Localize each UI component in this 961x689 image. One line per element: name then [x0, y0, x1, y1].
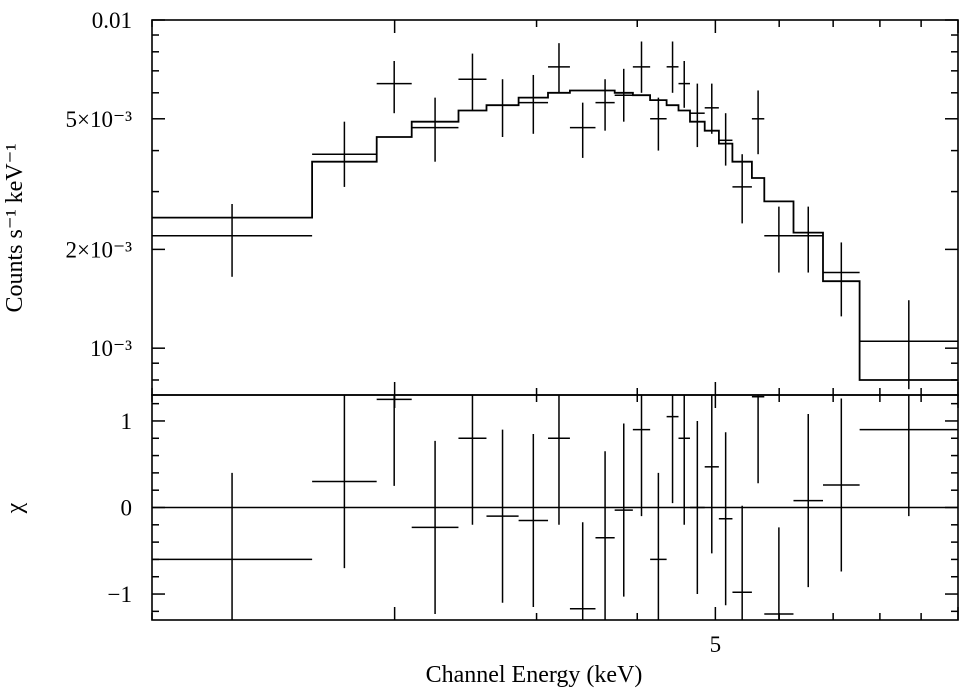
residual-point-12	[650, 472, 667, 620]
data-point-14	[678, 61, 690, 108]
y-tick-label-spectrum: 2×10⁻³	[65, 237, 132, 262]
spectrum-panel-frame	[151, 19, 959, 396]
data-point-3	[411, 97, 459, 162]
data-point-8	[569, 102, 596, 158]
residual-point-7	[548, 395, 570, 525]
x-tick-label: 5	[710, 632, 722, 657]
data-point-23	[859, 300, 958, 390]
residual-point-5	[486, 429, 519, 603]
residual-point-18	[732, 505, 752, 620]
data-point-17	[718, 113, 733, 166]
residual-panel-frame	[151, 394, 959, 621]
data-point-18	[732, 154, 752, 224]
residual-point-20	[764, 527, 794, 620]
data-point-0	[152, 203, 313, 277]
residual-point-22	[823, 398, 860, 572]
residual-point-1	[312, 395, 377, 569]
data-point-7	[548, 43, 570, 93]
data-point-21	[793, 206, 824, 273]
residual-point-0	[152, 472, 313, 620]
data-point-20	[764, 206, 794, 273]
data-point-4	[458, 53, 487, 111]
residual-point-17	[718, 432, 733, 606]
data-point-9	[595, 79, 615, 131]
data-point-12	[650, 97, 667, 151]
data-point-10	[614, 68, 633, 122]
y-tick-label-residual: −1	[108, 582, 132, 607]
model-step-line	[152, 89, 958, 381]
residual-point-4	[458, 395, 487, 525]
y-tick-label-residual: 0	[121, 496, 133, 521]
data-point-15	[689, 83, 705, 148]
residual-point-8	[569, 522, 596, 620]
data-point-2	[376, 61, 412, 114]
residual-point-3	[411, 440, 459, 614]
residual-point-14	[678, 395, 690, 525]
residual-point-2	[376, 395, 412, 486]
residual-point-23	[859, 395, 958, 517]
residual-point-9	[595, 451, 615, 620]
y-axis-label-spectrum: Counts s⁻¹ keV⁻¹	[2, 143, 28, 312]
data-point-11	[632, 41, 651, 93]
data-point-16	[704, 83, 719, 134]
data-point-13	[666, 41, 679, 93]
y-axis-label-residual: χ	[2, 502, 28, 514]
y-tick-label-residual: 1	[121, 409, 133, 434]
residual-point-11	[632, 395, 651, 517]
data-point-6	[518, 74, 549, 134]
residual-point-19	[751, 395, 765, 484]
residual-point-16	[704, 395, 719, 554]
x-axis-label: Channel Energy (keV)	[426, 662, 643, 688]
residual-point-21	[793, 414, 824, 588]
y-tick-label-spectrum: 5×10⁻³	[65, 107, 132, 132]
residual-point-10	[614, 423, 633, 597]
y-tick-label-spectrum: 0.01	[92, 8, 132, 33]
residual-point-13	[666, 395, 679, 504]
residual-point-15	[689, 420, 705, 595]
y-tick-label-spectrum: 10⁻³	[90, 336, 132, 361]
data-point-1	[312, 121, 377, 187]
data-point-5	[486, 79, 519, 138]
residual-point-6	[518, 433, 549, 608]
data-point-19	[751, 90, 765, 155]
data-point-22	[823, 242, 860, 317]
